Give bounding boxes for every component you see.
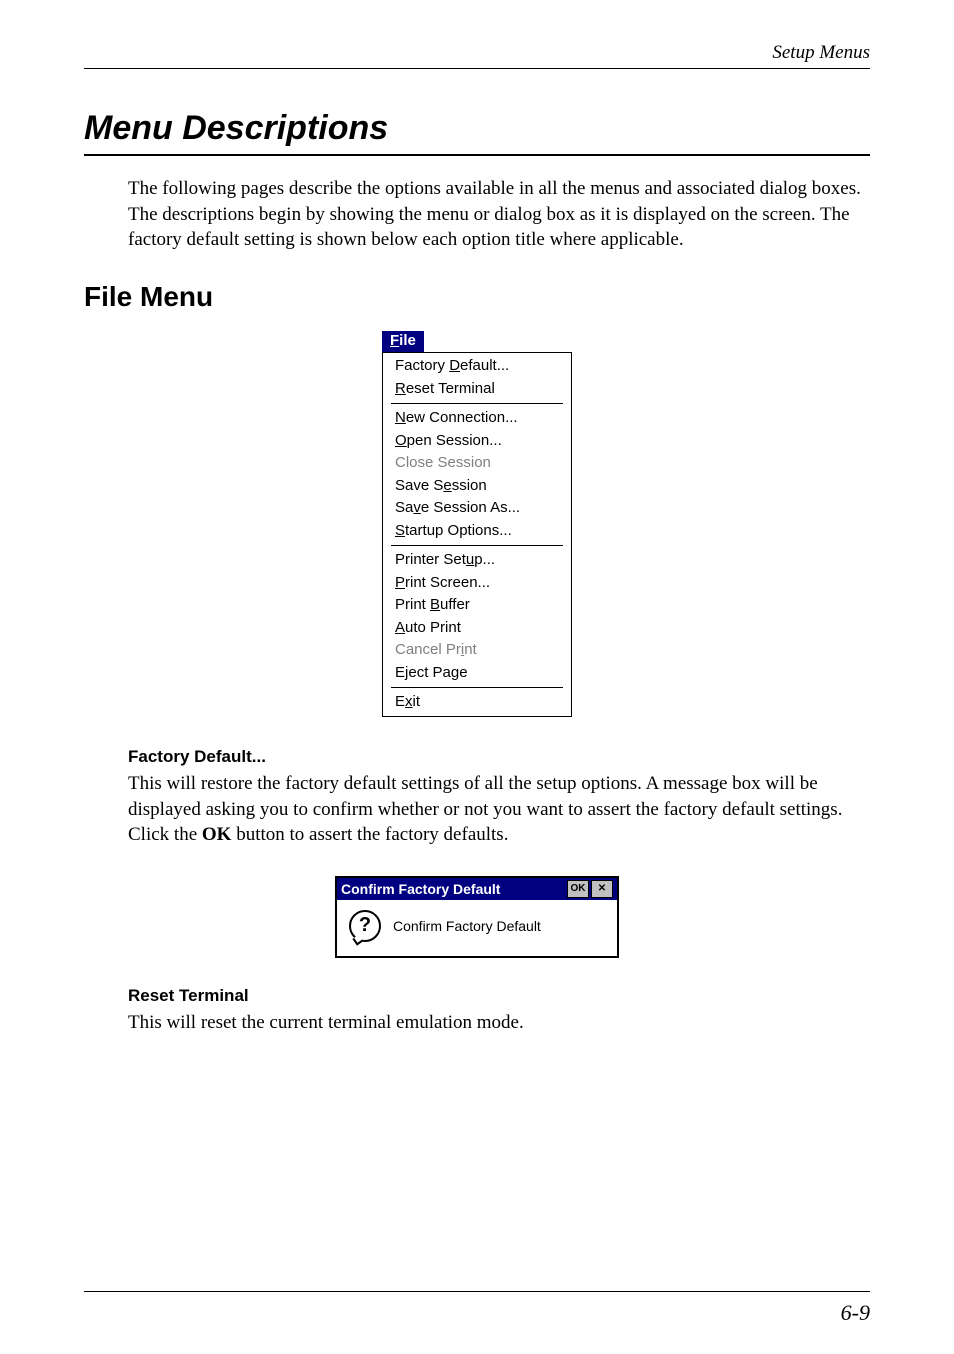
file-menu-item[interactable]: Exit	[383, 691, 571, 714]
reset-terminal-heading: Reset Terminal	[128, 986, 870, 1006]
file-menu-item[interactable]: Print Screen...	[383, 572, 571, 595]
confirm-factory-default-dialog: Confirm Factory Default OK ✕ ? Confirm F…	[335, 876, 619, 958]
file-menu-item[interactable]: New Connection...	[383, 407, 571, 430]
intro-paragraph: The following pages describe the options…	[128, 176, 870, 253]
file-menu-item: Close Session	[383, 452, 571, 475]
page: Setup Menus Menu Descriptions The follow…	[0, 0, 954, 1354]
menu-separator	[391, 403, 563, 404]
running-header: Setup Menus	[84, 42, 870, 69]
factory-default-heading: Factory Default...	[128, 747, 870, 767]
file-menu-title-mnemonic: F	[390, 332, 399, 349]
file-menu-item[interactable]: Startup Options...	[383, 520, 571, 543]
menu-separator	[391, 687, 563, 688]
dialog-titlebar: Confirm Factory Default OK ✕	[337, 878, 617, 900]
factory-default-text-bold: OK	[202, 824, 232, 845]
dialog-message: Confirm Factory Default	[393, 918, 541, 934]
file-menu-wrap: File Factory Default...Reset Terminal New…	[84, 331, 870, 717]
confirm-dialog-wrap: Confirm Factory Default OK ✕ ? Confirm F…	[84, 876, 870, 958]
reset-terminal-text: This will reset the current terminal emu…	[128, 1010, 870, 1036]
file-menu-item[interactable]: Save Session As...	[383, 497, 571, 520]
file-menu-item[interactable]: Factory Default...	[383, 355, 571, 378]
menu-separator	[391, 545, 563, 546]
file-menu-item[interactable]: Printer Setup...	[383, 549, 571, 572]
question-icon: ?	[349, 910, 381, 942]
file-menu-item[interactable]: Save Session	[383, 475, 571, 498]
file-menu-item[interactable]: Reset Terminal	[383, 378, 571, 401]
page-number: 6-9	[841, 1300, 870, 1326]
factory-default-text: This will restore the factory default se…	[128, 771, 870, 848]
dialog-title: Confirm Factory Default	[341, 881, 565, 897]
dialog-close-button[interactable]: ✕	[591, 880, 613, 898]
file-menu-item[interactable]: Auto Print	[383, 617, 571, 640]
file-menu: File Factory Default...Reset Terminal New…	[382, 331, 572, 717]
main-title: Menu Descriptions	[84, 109, 870, 156]
dialog-body: ? Confirm Factory Default	[337, 900, 617, 956]
file-menu-item[interactable]: Print Buffer	[383, 594, 571, 617]
file-menu-item[interactable]: Open Session...	[383, 430, 571, 453]
section-file-menu: File Menu	[84, 281, 870, 313]
dialog-ok-button[interactable]: OK	[567, 880, 589, 898]
file-menu-body: Factory Default...Reset Terminal New Conn…	[382, 352, 572, 717]
file-menu-item[interactable]: Eject Page	[383, 662, 571, 685]
factory-default-text-post: button to assert the factory defaults.	[231, 824, 508, 845]
file-menu-item: Cancel Print	[383, 639, 571, 662]
file-menu-title-rest: ile	[399, 332, 416, 349]
file-menu-title[interactable]: File	[382, 331, 424, 353]
footer-rule	[84, 1291, 870, 1292]
